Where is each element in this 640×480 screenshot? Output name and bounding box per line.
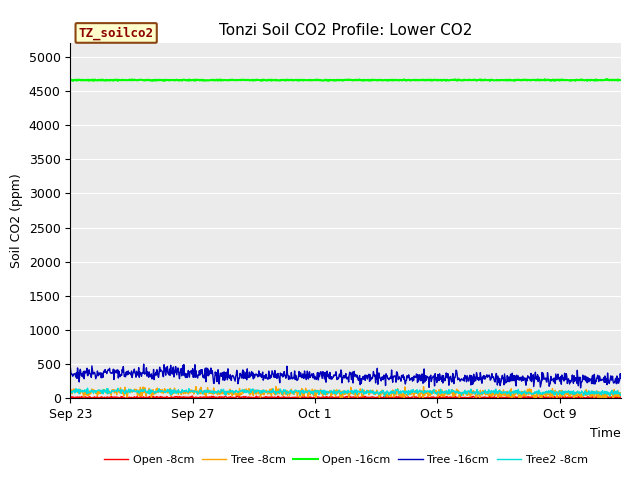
Open -8cm (497, 395, 504, 400)
Open -16cm (290, 77, 298, 83)
Tree -8cm (497, 390, 504, 396)
Tree -8cm (123, 388, 131, 394)
Tree2 -8cm (445, 391, 453, 396)
Tree -16cm (67, 365, 74, 371)
Tree -8cm (290, 389, 298, 395)
Open -8cm (67, 395, 74, 401)
Tree -16cm (445, 383, 452, 388)
X-axis label: Time: Time (590, 427, 621, 440)
Line: Tree2 -8cm: Tree2 -8cm (70, 388, 621, 396)
Line: Open -16cm: Open -16cm (70, 79, 621, 81)
Open -16cm (496, 77, 504, 83)
Line: Tree -8cm: Tree -8cm (70, 386, 621, 398)
Tree2 -8cm (67, 388, 74, 394)
Tree -16cm (290, 374, 298, 380)
Tree2 -8cm (290, 391, 298, 397)
Open -8cm (445, 395, 453, 401)
Y-axis label: Soil CO2 (ppm): Soil CO2 (ppm) (10, 173, 23, 268)
Open -8cm (290, 395, 298, 400)
Tree -8cm (445, 392, 453, 397)
Open -16cm (617, 77, 625, 83)
Tree2 -8cm (497, 390, 504, 396)
Line: Open -8cm: Open -8cm (70, 396, 621, 398)
Tree -16cm (617, 375, 625, 381)
Legend: Open -8cm, Tree -8cm, Open -16cm, Tree -16cm, Tree2 -8cm: Open -8cm, Tree -8cm, Open -16cm, Tree -… (99, 450, 592, 469)
Open -16cm (445, 78, 452, 84)
Tree2 -8cm (617, 392, 625, 398)
Tree -16cm (506, 378, 514, 384)
Tree2 -8cm (507, 393, 515, 398)
Open -16cm (310, 77, 317, 83)
Tree -8cm (272, 384, 280, 389)
Open -8cm (124, 395, 131, 400)
Tree -16cm (496, 383, 504, 388)
Open -16cm (603, 76, 611, 82)
Line: Tree -16cm: Tree -16cm (70, 364, 621, 388)
Open -16cm (67, 77, 74, 83)
Open -8cm (617, 394, 625, 400)
Tree -8cm (337, 395, 344, 401)
Tree -8cm (507, 393, 515, 398)
Title: Tonzi Soil CO2 Profile: Lower CO2: Tonzi Soil CO2 Profile: Lower CO2 (219, 23, 472, 38)
Tree2 -8cm (84, 385, 92, 391)
Tree -8cm (617, 392, 625, 398)
Tree2 -8cm (124, 390, 131, 396)
Open -16cm (506, 77, 514, 83)
Open -8cm (310, 395, 317, 400)
Tree -8cm (310, 392, 317, 398)
Tree -8cm (67, 389, 74, 395)
Tree -16cm (140, 361, 147, 367)
Tree2 -8cm (310, 392, 317, 397)
Tree2 -8cm (381, 394, 388, 399)
Open -16cm (114, 78, 122, 84)
Tree -16cm (123, 372, 131, 378)
Open -8cm (346, 393, 353, 399)
Open -8cm (507, 395, 515, 401)
Tree -16cm (577, 385, 584, 391)
Open -8cm (123, 396, 131, 401)
Tree -16cm (310, 371, 317, 376)
Text: TZ_soilco2: TZ_soilco2 (79, 26, 154, 40)
Open -16cm (124, 77, 131, 83)
